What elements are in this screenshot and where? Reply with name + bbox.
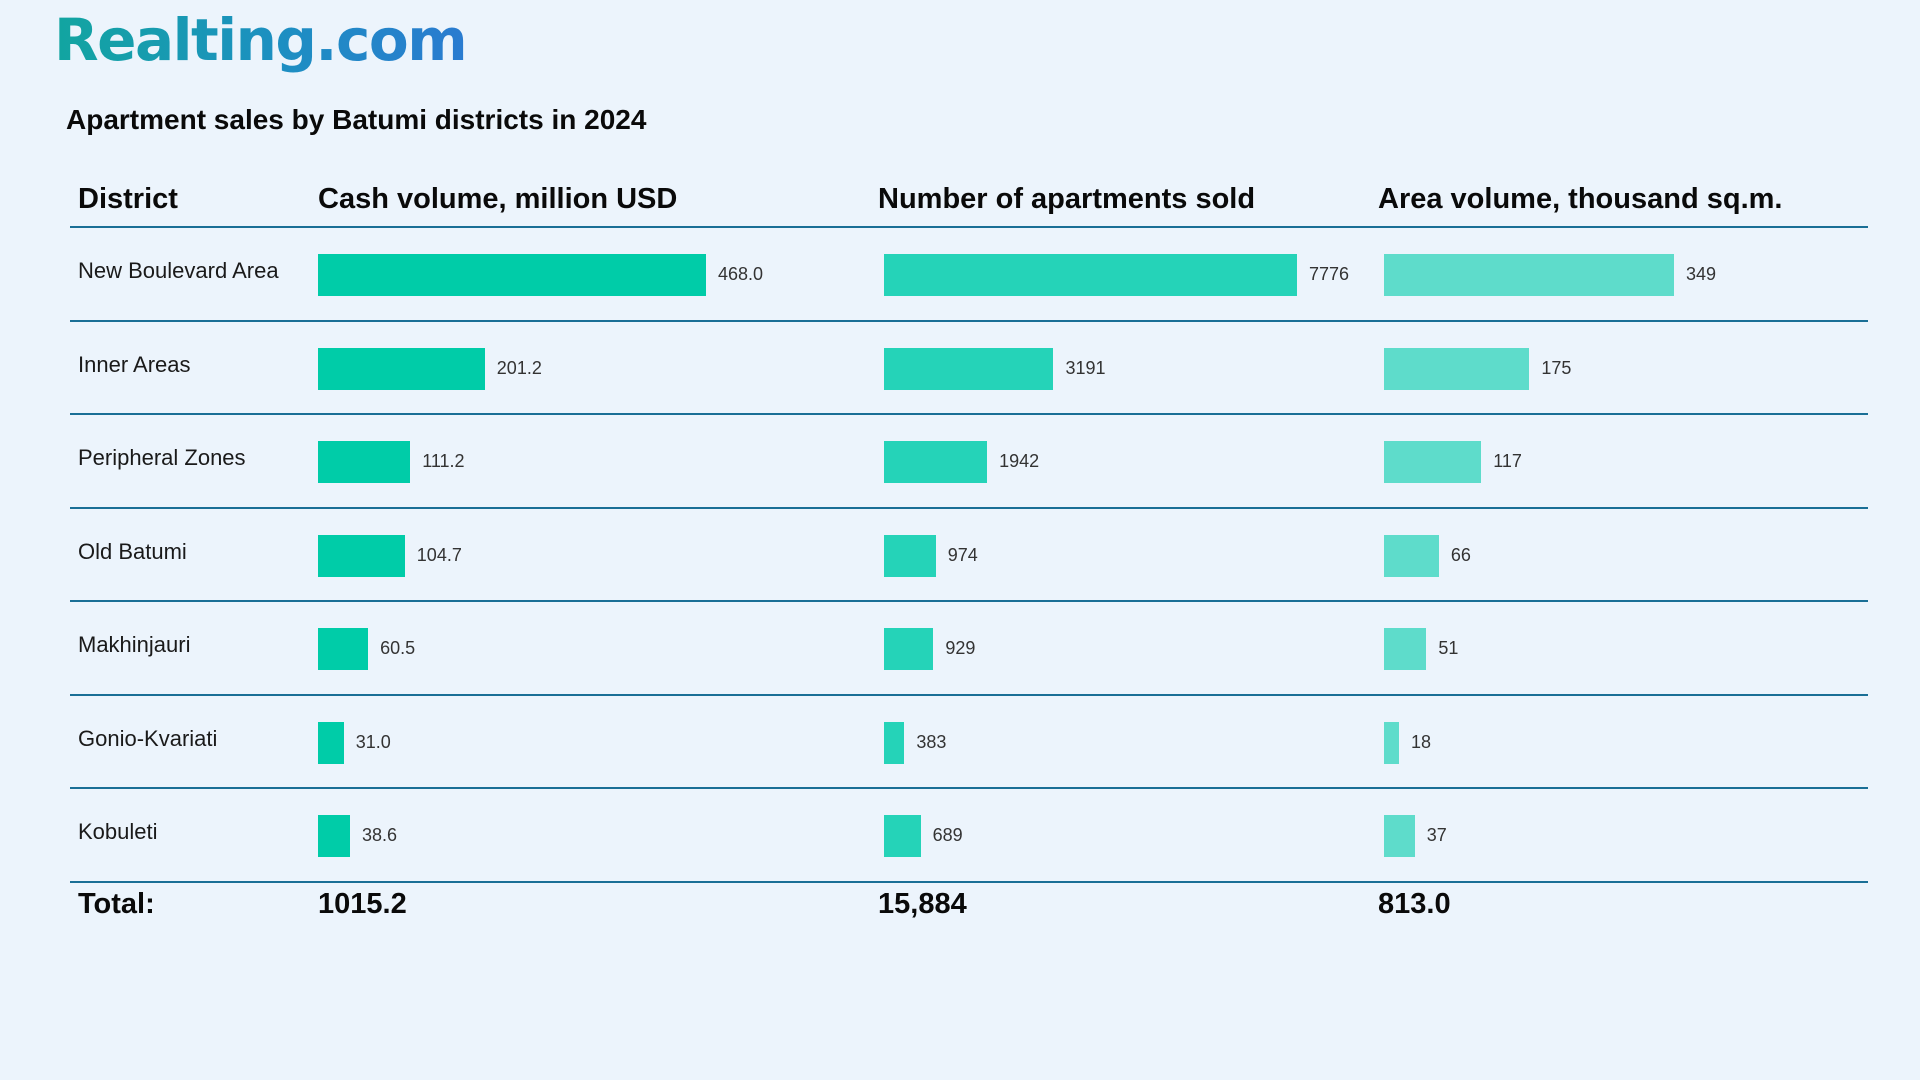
bar-apartments-sold <box>884 347 1054 390</box>
bar-value-label: 974 <box>947 544 978 565</box>
row-divider <box>70 413 1868 415</box>
row-label-district: Makhinjauri <box>78 632 191 657</box>
bar-apartments-sold <box>884 534 936 577</box>
bar-value-label: 104.7 <box>416 544 462 565</box>
row-divider <box>70 787 1868 789</box>
bar-value-label: 66 <box>1450 544 1471 565</box>
bar-apartments-sold <box>884 441 988 483</box>
brand-logo: Realting.com <box>54 6 468 74</box>
total-apartments-sold: 15,884 <box>878 888 967 920</box>
bar-value-label: 201.2 <box>496 357 542 378</box>
bar-value-label: 31.0 <box>355 731 391 752</box>
bar-value-label: 37 <box>1426 825 1447 845</box>
row-label-district: Kobuleti <box>78 819 158 844</box>
row-label-district: Old Batumi <box>78 538 187 564</box>
bar-value-label: 1942 <box>999 451 1040 471</box>
bar-value-label: 18 <box>1410 731 1431 752</box>
bar-area-volume <box>1384 441 1482 483</box>
row-label-district: Inner Areas <box>78 351 191 377</box>
bar-apartments-sold <box>884 254 1297 296</box>
bar-value-label: 51 <box>1438 638 1459 658</box>
bar-apartments-sold <box>884 721 905 764</box>
column-header-area-volume: Area volume, thousand sq.m. <box>1378 183 1783 215</box>
row-label-district: Peripheral Zones <box>78 445 246 470</box>
row-label-district: Gonio-Kvariati <box>78 725 218 751</box>
bar-value-label: 7776 <box>1309 264 1350 284</box>
column-header-cash-volume: Cash volume, million USD <box>318 183 678 215</box>
bar-area-volume <box>1384 534 1439 577</box>
bar-apartments-sold <box>884 815 921 857</box>
row-label-district: New Boulevard Area <box>78 258 279 283</box>
bar-value-label: 60.5 <box>380 638 416 658</box>
bar-value-label: 175 <box>1541 357 1572 378</box>
bar-value-label: 383 <box>916 731 947 752</box>
bar-area-volume <box>1384 721 1399 764</box>
bar-cash-volume <box>318 815 350 857</box>
row-divider <box>70 506 1868 509</box>
bar-value-label: 468.0 <box>718 264 764 284</box>
bar-area-volume <box>1384 347 1530 390</box>
bar-value-label: 349 <box>1686 264 1717 284</box>
bar-value-label: 117 <box>1493 451 1522 471</box>
bar-apartments-sold <box>884 628 934 670</box>
bar-value-label: 3191 <box>1065 357 1106 378</box>
row-divider <box>70 226 1868 228</box>
bar-cash-volume <box>318 534 405 577</box>
bar-area-volume <box>1384 254 1674 296</box>
row-divider <box>70 319 1868 322</box>
bar-cash-volume <box>318 628 369 670</box>
row-divider <box>70 693 1868 696</box>
bar-value-label: 111.2 <box>422 451 465 471</box>
bar-value-label: 38.6 <box>362 825 398 845</box>
column-header-apartments-sold: Number of apartments sold <box>878 183 1256 215</box>
total-label: Total: <box>78 888 155 920</box>
row-divider <box>70 880 1868 883</box>
chart-title: Apartment sales by Batumi districts in 2… <box>66 104 647 135</box>
bar-cash-volume <box>318 347 485 390</box>
row-divider <box>70 600 1868 602</box>
column-header-district: District <box>78 183 178 215</box>
bar-value-label: 929 <box>945 638 976 658</box>
bar-cash-volume <box>318 721 344 764</box>
total-cash-volume: 1015.2 <box>318 888 407 920</box>
bar-area-volume <box>1384 628 1427 670</box>
bar-value-label: 689 <box>932 825 963 845</box>
bar-cash-volume <box>318 254 706 296</box>
total-area-volume: 813.0 <box>1378 888 1451 920</box>
bar-area-volume <box>1384 815 1415 857</box>
bar-cash-volume <box>318 441 411 483</box>
